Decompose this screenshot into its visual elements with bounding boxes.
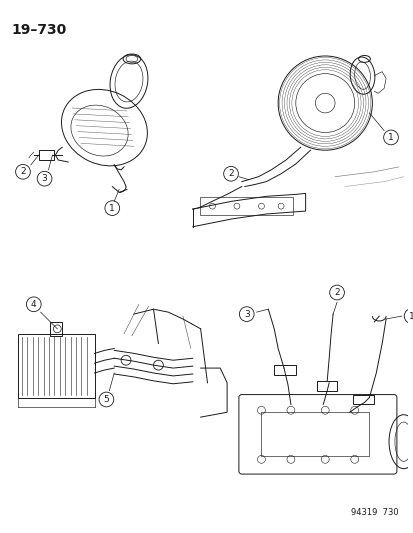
Text: 19–730: 19–730 bbox=[11, 22, 66, 37]
Text: 2: 2 bbox=[228, 169, 233, 178]
Text: 3: 3 bbox=[42, 174, 47, 183]
Text: 3: 3 bbox=[243, 310, 249, 319]
Text: 1: 1 bbox=[408, 312, 413, 320]
Text: 1: 1 bbox=[109, 204, 115, 213]
Text: 4: 4 bbox=[31, 300, 36, 309]
Text: 94319  730: 94319 730 bbox=[350, 508, 398, 517]
Text: 5: 5 bbox=[103, 395, 109, 404]
Text: 2: 2 bbox=[333, 288, 339, 297]
Text: 2: 2 bbox=[20, 167, 26, 176]
Text: 1: 1 bbox=[387, 133, 393, 142]
